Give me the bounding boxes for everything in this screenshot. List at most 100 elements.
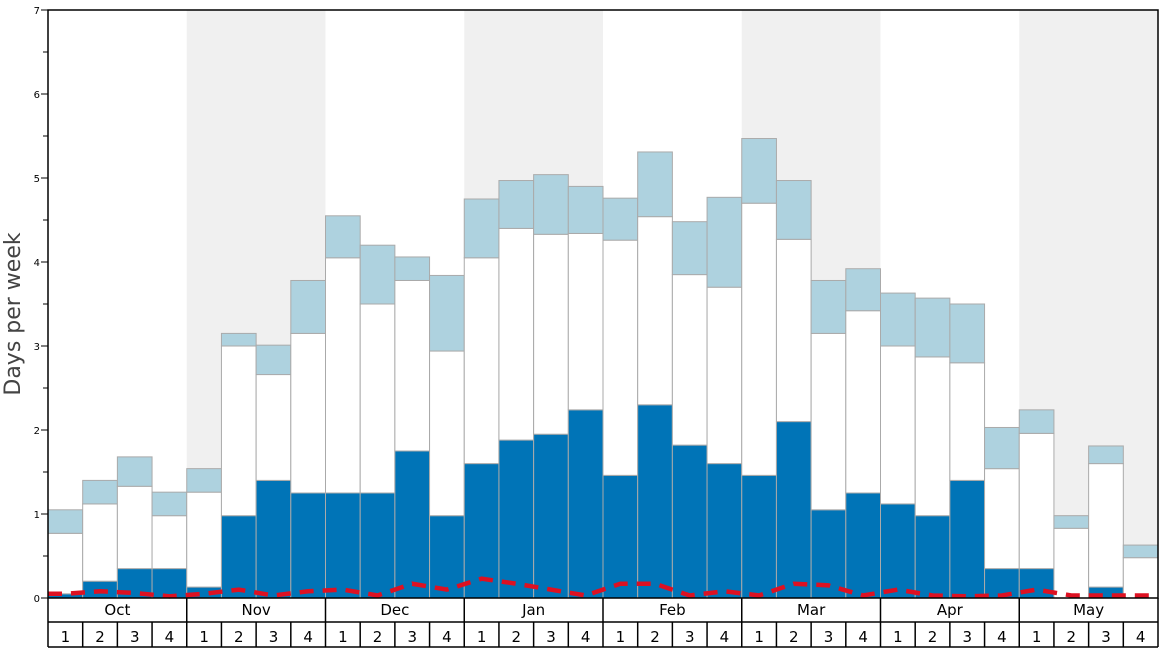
week-label: 1: [1032, 628, 1042, 646]
bar-dark-6: [220, 515, 257, 599]
week-label: 4: [1136, 628, 1146, 646]
bars: [47, 138, 1159, 599]
bar-white-28: [984, 468, 1020, 570]
month-label-may: May: [1073, 601, 1104, 619]
bar-dark-10: [359, 492, 396, 599]
week-label: 1: [754, 628, 764, 646]
bar-light-11: [394, 256, 431, 281]
month-label-apr: Apr: [937, 601, 964, 619]
bar-white-1: [47, 532, 84, 595]
bar-dark-24: [845, 492, 881, 599]
month-label-oct: Oct: [104, 601, 130, 619]
bar-light-19: [671, 221, 708, 276]
week-label: 3: [269, 628, 279, 646]
bar-white-23: [810, 332, 847, 511]
bar-white-6: [220, 345, 257, 517]
bar-white-9: [325, 257, 361, 494]
week-label: 2: [650, 628, 660, 646]
y-tick-label: 5: [34, 174, 40, 185]
bar-light-17: [602, 197, 639, 241]
bar-light-1: [47, 509, 84, 534]
week-label: 2: [373, 628, 383, 646]
bar-light-12: [429, 274, 465, 352]
bar-dark-8: [290, 492, 326, 599]
bar-dark-22: [775, 421, 812, 599]
week-label: 4: [303, 628, 313, 646]
y-tick-label: 3: [34, 342, 40, 353]
bar-dark-19: [671, 444, 708, 599]
bar-white-26: [914, 356, 951, 517]
week-label: 3: [546, 628, 556, 646]
bar-white-4: [151, 515, 188, 570]
bar-white-21: [741, 202, 777, 476]
bar-light-6: [220, 332, 257, 347]
week-label: 3: [130, 628, 140, 646]
bar-light-14: [498, 180, 535, 229]
bar-light-28: [984, 426, 1020, 470]
bar-white-17: [602, 239, 639, 476]
bar-light-13: [463, 198, 500, 259]
bar-light-23: [810, 279, 847, 334]
week-label: 1: [338, 628, 348, 646]
bar-light-21: [741, 138, 777, 204]
bar-white-18: [637, 216, 673, 406]
bar-dark-26: [914, 515, 951, 599]
bar-white-10: [359, 303, 396, 494]
y-tick-label: 4: [34, 258, 40, 269]
bar-dark-21: [741, 474, 777, 599]
bar-white-11: [394, 279, 431, 452]
trend-line-path: [48, 576, 1158, 599]
bar-light-24: [845, 268, 881, 312]
y-tick-label: 0: [34, 594, 40, 605]
week-label: 4: [581, 628, 591, 646]
week-label: 2: [512, 628, 522, 646]
y-tick-label: 1: [34, 510, 40, 521]
week-label: 3: [962, 628, 972, 646]
week-label: 4: [997, 628, 1007, 646]
bar-white-13: [463, 257, 500, 465]
bar-light-26: [914, 297, 951, 358]
bar-light-29: [1018, 409, 1055, 434]
bar-white-30: [1053, 527, 1090, 599]
bar-white-8: [290, 332, 326, 494]
bar-white-24: [845, 310, 881, 494]
bar-light-10: [359, 244, 396, 305]
week-label: 1: [893, 628, 903, 646]
bar-dark-27: [949, 479, 986, 599]
bar-light-2: [82, 479, 118, 505]
month-label-dec: Dec: [380, 601, 409, 619]
bar-light-22: [775, 180, 812, 240]
bar-light-15: [533, 174, 569, 235]
y-axis-label: Days per week: [1, 232, 26, 395]
bar-light-27: [949, 303, 986, 364]
bar-white-3: [116, 485, 153, 570]
week-label: 3: [685, 628, 695, 646]
week-label: 1: [199, 628, 209, 646]
week-label: 2: [95, 628, 105, 646]
bar-white-32: [1122, 557, 1159, 599]
bar-light-32: [1122, 544, 1159, 559]
week-label: 1: [61, 628, 71, 646]
bar-dark-9: [325, 492, 361, 599]
bar-white-14: [498, 227, 535, 441]
bar-light-8: [290, 279, 326, 334]
bar-white-20: [706, 286, 743, 465]
week-label: 4: [858, 628, 868, 646]
week-label: 3: [1101, 628, 1111, 646]
bar-dark-13: [463, 463, 500, 599]
week-label: 4: [165, 628, 175, 646]
bar-white-29: [1018, 432, 1055, 570]
bar-dark-16: [567, 409, 604, 599]
bar-dark-17: [602, 474, 639, 599]
bar-dark-15: [533, 433, 569, 599]
bar-white-5: [186, 491, 222, 588]
bar-light-25: [880, 292, 916, 347]
bar-white-2: [82, 503, 118, 582]
month-label-jan: Jan: [521, 601, 545, 619]
x-axis: Oct 1 2 3 4 Nov 1 2 3 4 Dec 1 2 3 4 Jan 1 2 3 4 Feb 1 2 3 4 Mar 1 2…: [47, 598, 1159, 648]
bar-light-9: [325, 215, 361, 259]
bar-dark-4: [151, 568, 188, 599]
bar-dark-25: [880, 503, 916, 599]
bar-white-16: [567, 232, 604, 411]
